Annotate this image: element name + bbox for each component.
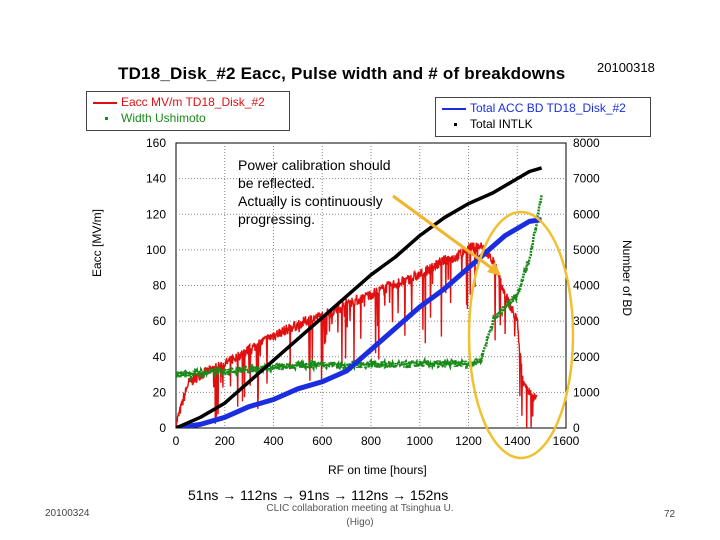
series-width-line [176,194,543,382]
x-axis-title: RF on time [hours] [328,463,427,477]
x-tick-label: 800 [361,434,381,448]
legend-swatch-total-acc-bd [442,108,466,110]
x-tick-label: 1200 [455,434,482,448]
y-left-tick-label: 40 [153,350,167,364]
series-layer [176,166,543,428]
series-0 [176,242,538,428]
y-right-tick-label: 2000 [573,350,600,364]
legend-right: Total ACC BD TD18_Disk_#2 Total INTLK [435,97,651,137]
x-tick-label: 1600 [553,434,580,448]
series-total-acc-bd-line [176,217,542,428]
annotation-note: Power calibration should be reflected. A… [238,157,391,227]
series-3 [176,166,543,428]
y-axis-left-title: Eacc [MV/m] [90,208,104,277]
y-left-tick-label: 0 [159,421,166,435]
legend-swatch-eacc [93,102,117,104]
y-left-tick-label: 60 [153,314,167,328]
legend-label-total-acc-bd: Total ACC BD TD18_Disk_#2 [470,101,626,115]
x-tick-label: 1000 [406,434,433,448]
y-right-tick-label: 1000 [573,385,600,399]
series-2 [176,217,542,428]
y-right-tick-label: 6000 [573,207,600,221]
x-tick-label: 600 [312,434,332,448]
y-axis-right-title: Number of BD [620,240,634,317]
series-eacc-line [176,242,538,428]
legend-swatch-width [105,117,108,120]
y-right-tick-label: 7000 [573,172,600,186]
y-left-tick-label: 160 [146,136,166,150]
annotation-arrow-head [487,262,501,276]
y-right-tick-label: 8000 [573,136,600,150]
y-right-tick-label: 4000 [573,279,600,293]
legend-label-width: Width Ushimoto [121,111,206,125]
legend-label-total-intlk: Total INTLK [470,117,533,131]
legend-swatch-total-intlk [454,123,457,126]
series-1 [176,194,543,382]
x-tick-label: 0 [173,434,180,448]
axis-ticks: 0 200 400 600 800 1000 1200 1400 160002040608010… [146,136,600,448]
annotations [392,194,575,460]
chart-date-stamp: 20100318 [597,60,655,75]
chart-title: TD18_Disk_#2 Eacc, Pulse width and # of … [118,64,566,83]
legend-left: Eacc MV/m TD18_Disk_#2 Width Ushimoto [86,91,290,131]
pulse-width-sequence: 51ns → 112ns → 91ns → 112ns → 152ns [188,487,449,503]
page-number: 72 [664,509,676,520]
y-left-tick-label: 140 [146,172,166,186]
y-left-tick-label: 20 [153,385,167,399]
y-left-tick-label: 120 [146,207,166,221]
x-tick-label: 1400 [504,434,531,448]
footer-date: 20100324 [45,508,90,519]
annotation-highlight-ellipse [467,210,575,460]
legend-label-eacc: Eacc MV/m TD18_Disk_#2 [121,95,265,109]
x-tick-label: 200 [215,434,235,448]
y-left-tick-label: 100 [146,243,166,257]
footer-meeting-label: CLIC collaboration meeting at Tsinghua U… [266,503,454,528]
y-right-tick-label: 0 [573,421,580,435]
series-total-intlk-line [176,166,543,428]
y-left-tick-label: 80 [153,279,167,293]
x-tick-label: 400 [263,434,283,448]
y-right-tick-label: 5000 [573,243,600,257]
y-right-tick-label: 3000 [573,314,600,328]
